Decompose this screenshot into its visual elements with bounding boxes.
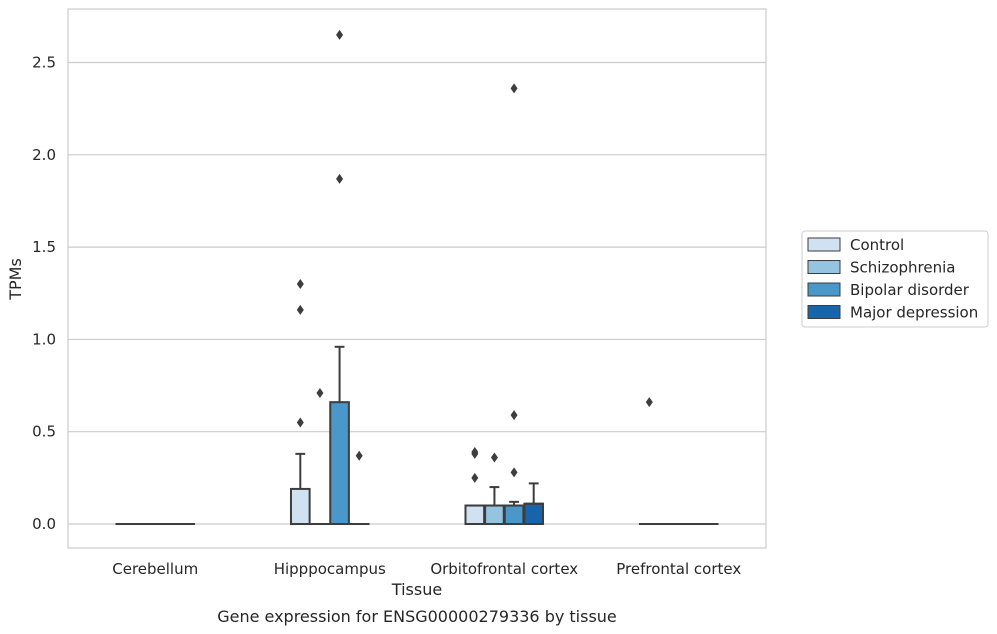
y-tick-label: 0.0 [32, 515, 56, 533]
box-body [289, 487, 311, 526]
outlier-point [296, 304, 304, 315]
x-tick-label: Prefrontal cortex [616, 560, 741, 578]
box-body [523, 502, 545, 526]
chart-caption: Gene expression for ENSG00000279336 by t… [217, 607, 617, 626]
box-bipolar-disorder [329, 29, 350, 526]
outlier-point [510, 410, 518, 421]
x-tick-label: Hipppocampus [274, 560, 386, 578]
legend-frame [801, 230, 989, 328]
outlier-point [296, 417, 304, 428]
outlier-point [336, 29, 344, 40]
outlier-point [645, 397, 653, 408]
plot-frame [67, 8, 767, 549]
box-control [638, 397, 660, 526]
legend-label: Major depression [850, 304, 978, 322]
box-body [329, 401, 350, 526]
legend-swatch [807, 237, 841, 252]
y-tick-label: 0.5 [32, 423, 56, 441]
y-axis-label: TPMs [6, 258, 25, 301]
box-major-depression [523, 482, 545, 526]
y-tick-label: 1.0 [32, 330, 56, 348]
box-body [484, 504, 505, 526]
x-tick-label: Orbitofrontal cortex [430, 560, 578, 578]
outlier-point [296, 279, 304, 290]
y-tick-label: 2.5 [32, 54, 56, 72]
box-body [503, 504, 525, 526]
box-major-depression [348, 450, 370, 526]
box-body [464, 504, 486, 526]
y-tick-labels: 0.0 0.5 1.0 1.5 2.0 2.5 [32, 54, 56, 533]
outlier-point [355, 450, 363, 461]
legend-swatch [807, 305, 841, 319]
outlier-point [471, 447, 479, 458]
x-axis-label: Tissue [391, 580, 442, 599]
grid-lines [68, 61, 766, 525]
legend-swatch [807, 260, 841, 274]
y-tick-label: 2.0 [32, 146, 56, 164]
box-control [289, 279, 311, 526]
outlier-point [510, 467, 518, 478]
legend-label: Bipolar disorder [850, 281, 970, 299]
x-tick-label: Cerebellum [112, 560, 198, 578]
legend: Control Schizophrenia Bipolar disorder Majo… [801, 230, 989, 328]
outlier-point [471, 472, 479, 483]
box-schizophrenia [309, 387, 331, 526]
legend-swatch [807, 282, 841, 297]
x-tick-labels: Cerebellum Hipppocampus Orbitofrontal cort… [112, 560, 741, 578]
box-schizophrenia [484, 452, 505, 526]
outlier-point [490, 452, 498, 463]
box-bipolar-disorder [503, 83, 525, 526]
legend-label: Schizophrenia [850, 259, 955, 277]
outlier-point [316, 387, 324, 398]
legend-label: Control [850, 236, 904, 254]
outlier-point [336, 173, 344, 184]
y-tick-label: 1.5 [32, 238, 56, 256]
box-control [464, 447, 486, 526]
outlier-point [510, 83, 518, 94]
plot-marks [115, 29, 719, 526]
